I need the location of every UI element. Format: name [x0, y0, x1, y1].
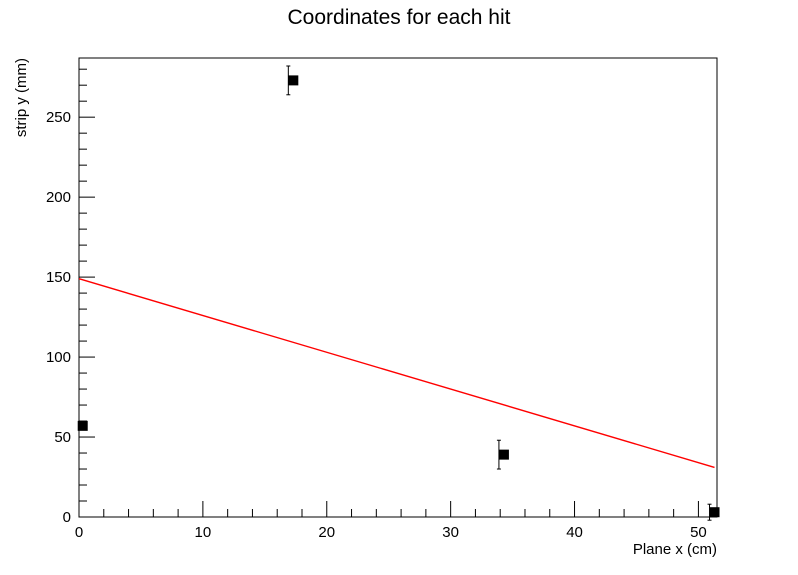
chart-title: Coordinates for each hit — [287, 6, 511, 29]
y-tick-label: 200 — [46, 189, 71, 206]
y-tick-label: 250 — [46, 109, 71, 126]
data-point — [498, 449, 509, 460]
fit-line-group — [78, 278, 715, 469]
data-point — [709, 507, 720, 518]
x-axis-ticks: 0 10 20 30 40 50 — [75, 501, 707, 541]
x-tick-label: 10 — [195, 524, 212, 541]
y-tick-label: 0 — [63, 509, 71, 526]
x-tick-label: 20 — [318, 524, 335, 541]
x-tick-label: 40 — [566, 524, 583, 541]
y-tick-label: 150 — [46, 269, 71, 286]
x-tick-label: 30 — [442, 524, 459, 541]
data-points — [77, 65, 720, 521]
y-tick-label: 50 — [54, 429, 71, 446]
x-tick-label: 50 — [690, 524, 707, 541]
plot-frame — [78, 57, 718, 518]
data-point — [77, 420, 88, 431]
y-axis-title: strip y (mm) — [13, 58, 30, 137]
x-axis-title: Plane x (cm) — [633, 541, 717, 558]
fit-line — [78, 278, 715, 469]
x-tick-label: 0 — [75, 524, 83, 541]
y-axis-ticks: 0 50 100 150 200 250 — [46, 68, 95, 526]
y-tick-label: 100 — [46, 349, 71, 366]
data-point — [288, 75, 299, 86]
